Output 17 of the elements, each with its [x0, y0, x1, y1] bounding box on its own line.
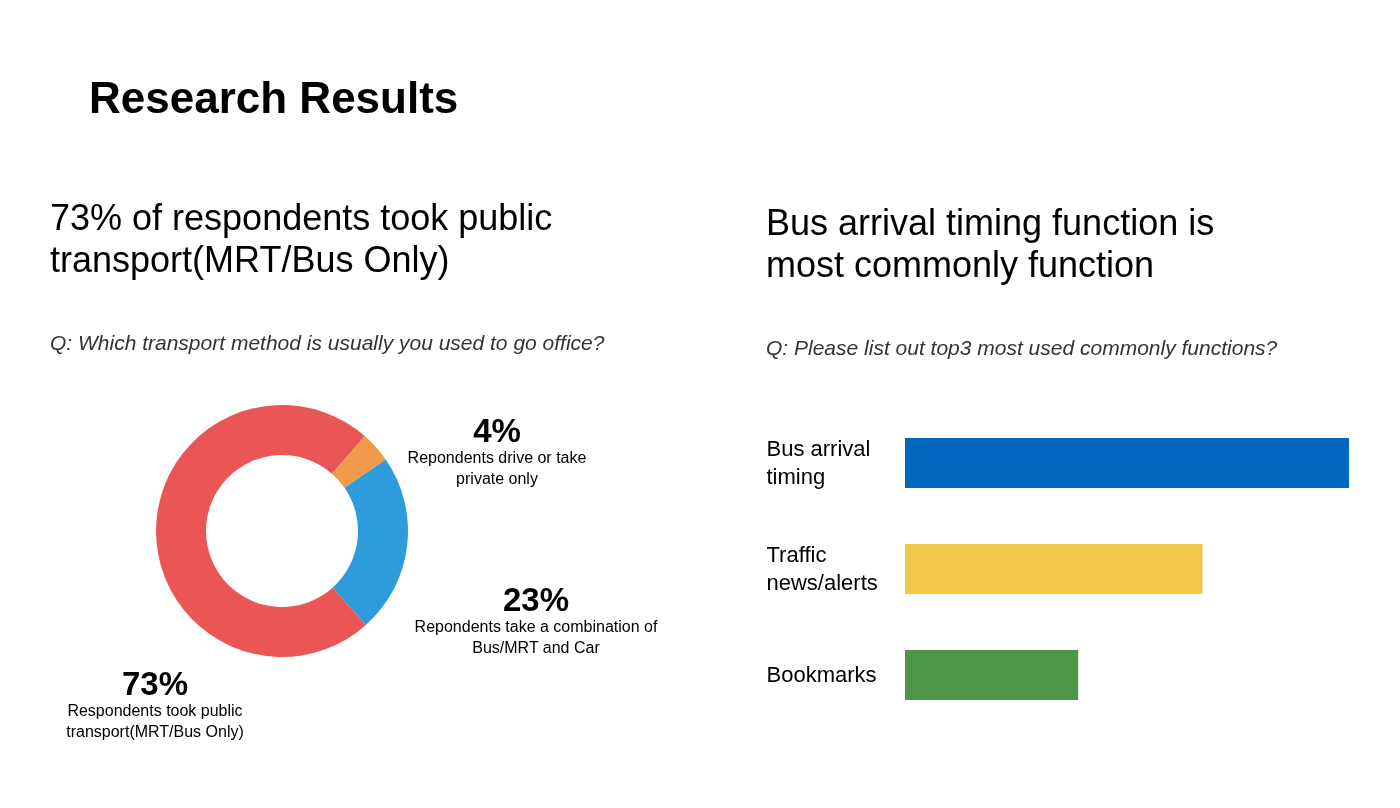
- slice-label: Repondents take a combination of Bus/MRT and Car: [414, 618, 658, 656]
- donut-slice: [156, 405, 366, 657]
- data-label: 4%: [473, 412, 521, 449]
- slice-label: Respondents took public transport(MRT/Bus Only): [66, 702, 244, 740]
- chart-subtitle: Q: Which transport method is usually you used to go office?: [50, 331, 605, 354]
- chart-subtitle: Q: Please list out top3 most used commonly functions?: [766, 336, 1278, 359]
- chart-title: 73% of respondents took public transport(MRT/Bus Only): [50, 197, 553, 280]
- data-label: 73%: [121, 665, 189, 702]
- y-tick-label: Traffic news/alerts: [766, 542, 878, 595]
- data-label: 23%: [502, 581, 570, 618]
- donut-slice: [332, 459, 408, 625]
- y-tick-label: Bookmarks: [766, 662, 877, 687]
- slice-label: Repondents drive or take private only: [407, 449, 587, 487]
- donut-slice: [331, 435, 386, 488]
- chart-title: Bus arrival timing function is most commonly function: [766, 202, 1215, 285]
- text: Research Results: [89, 73, 459, 122]
- y-tick-label: Bus arrival timing: [766, 436, 871, 489]
